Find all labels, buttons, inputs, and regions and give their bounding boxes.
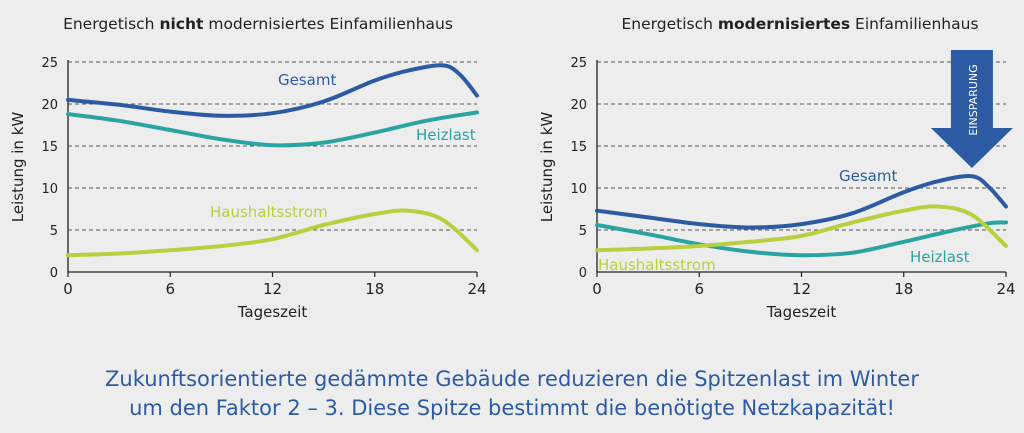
x-tick-label: 24 [467, 280, 486, 298]
x-tick-label: 12 [263, 280, 282, 298]
savings-arrow-shape [930, 50, 1013, 168]
y-axis-label: Leistung in kW [9, 112, 27, 223]
chart-title-part: Energetisch [63, 15, 159, 33]
y-tick-label: 0 [579, 266, 587, 281]
x-tick-label: 0 [63, 280, 73, 298]
y-tick-label: 20 [41, 98, 58, 113]
y-tick-label: 15 [570, 140, 587, 155]
y-tick-label: 0 [50, 266, 58, 281]
series-label-haushaltsstrom: Haushaltsstrom [598, 256, 716, 274]
chart-title: Energetisch modernisiertes Einfamilienha… [621, 15, 978, 33]
series-label-haushaltsstrom: Haushaltsstrom [210, 203, 328, 221]
y-tick-label: 5 [579, 224, 587, 239]
series-line-heizlast [595, 220, 1008, 258]
series-line-haushaltsstrom [66, 208, 479, 258]
chart-title-part: Einfamilienhaus [850, 15, 978, 33]
series-label-heizlast: Heizlast [910, 248, 970, 266]
series-label-heizlast: Heizlast [416, 126, 476, 144]
chart-title-emphasis: modernisiertes [718, 15, 850, 33]
x-tick-label: 12 [792, 280, 811, 298]
savings-arrow: EINSPARUNG [930, 50, 1013, 168]
series-line-gesamt [66, 63, 479, 118]
y-axis-label: Leistung in kW [538, 112, 556, 223]
x-axis-label: Tageszeit [237, 303, 308, 321]
x-tick-label: 0 [592, 280, 602, 298]
y-tick-label: 10 [570, 182, 587, 197]
x-tick-label: 18 [894, 280, 913, 298]
y-tick-label: 10 [41, 182, 58, 197]
series-label-gesamt: Gesamt [839, 167, 897, 185]
caption-line-2: um den Faktor 2 – 3. Diese Spitze bestim… [129, 396, 895, 420]
chart-title-part: modernisiertes Einfamilienhaus [203, 15, 453, 33]
savings-arrow-label: EINSPARUNG [967, 64, 980, 135]
series-line-gesamt [595, 174, 1008, 230]
series-label-gesamt: Gesamt [278, 71, 336, 89]
series-line-heizlast [66, 110, 479, 148]
series-line-haushaltsstrom [595, 204, 1008, 253]
chart-1: Energetisch nicht modernisiertes Einfami… [9, 15, 487, 321]
y-tick-label: 25 [41, 56, 58, 71]
y-tick-label: 15 [41, 140, 58, 155]
y-tick-label: 25 [570, 56, 587, 71]
y-tick-label: 5 [50, 224, 58, 239]
chart-title: Energetisch nicht modernisiertes Einfami… [63, 15, 453, 33]
x-tick-label: 6 [165, 280, 175, 298]
chart-title-emphasis: nicht [159, 15, 204, 33]
x-tick-label: 24 [996, 280, 1015, 298]
caption-line-1: Zukunftsorientierte gedämmte Gebäude red… [105, 367, 919, 391]
chart-title-part: Energetisch [621, 15, 717, 33]
x-tick-label: 6 [694, 280, 704, 298]
chart-2: Energetisch modernisiertes Einfamilienha… [538, 15, 1016, 321]
x-tick-label: 18 [365, 280, 384, 298]
y-tick-label: 20 [570, 98, 587, 113]
x-axis-label: Tageszeit [766, 303, 837, 321]
